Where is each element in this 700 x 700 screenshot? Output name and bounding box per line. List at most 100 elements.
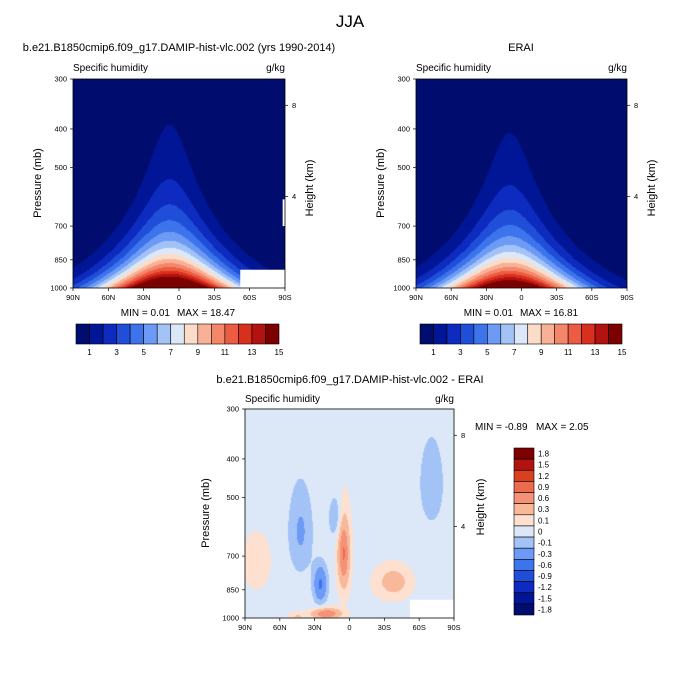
colorbar-box xyxy=(211,323,226,345)
colorbar-label: 0 xyxy=(538,528,543,537)
panel-model-missing xyxy=(240,199,285,288)
height-tick-label: 8 xyxy=(634,101,638,110)
pressure-tick-label: 400 xyxy=(54,124,67,133)
colorbar-box xyxy=(513,492,535,504)
colorbar-box xyxy=(265,323,280,345)
colorbar-box xyxy=(487,323,502,345)
colorbar-box xyxy=(513,323,529,345)
colorbar-box xyxy=(608,323,623,345)
pressure-tick-label: 500 xyxy=(226,493,239,502)
pressure-tick-label: 300 xyxy=(397,75,410,84)
pressure-tick-label: 300 xyxy=(226,405,239,414)
colorbar-box xyxy=(554,323,569,345)
colorbar-box xyxy=(513,503,535,516)
panel-diff-units: g/kg xyxy=(435,394,454,405)
lat-tick-label: 90N xyxy=(66,293,80,302)
colorbar-box xyxy=(129,323,144,345)
colorbar-label: 15 xyxy=(618,348,627,357)
colorbar-label: 9 xyxy=(539,348,544,357)
colorbar-box xyxy=(170,323,185,345)
colorbar-label: 7 xyxy=(512,348,517,357)
panel-obs-colorbar: 1 3 5 7 9 11 13 15 xyxy=(419,323,627,357)
panel-diff-variable: Specific humidity xyxy=(245,394,320,405)
pressure-tick-label: 700 xyxy=(226,552,239,561)
pressure-tick-label: 850 xyxy=(54,255,67,264)
colorbar-box xyxy=(89,323,104,345)
colorbar-box xyxy=(513,603,535,616)
colorbar-box xyxy=(183,323,199,345)
colorbar-box xyxy=(197,323,212,345)
height-tick-label: 4 xyxy=(461,522,465,531)
colorbar-box xyxy=(102,323,117,345)
panel-model-units: g/kg xyxy=(266,63,285,74)
panel-obs-title: ERAI xyxy=(508,42,534,54)
panel-diff-field xyxy=(245,409,454,618)
colorbar-box xyxy=(156,323,172,345)
panel-diff-missing xyxy=(409,599,454,618)
colorbar-label: 5 xyxy=(141,348,146,357)
pressure-tick-label: 400 xyxy=(226,454,239,463)
lat-tick-label: 30S xyxy=(378,623,391,632)
height-tick-label: 8 xyxy=(292,101,296,110)
lat-tick-label: 60N xyxy=(273,623,287,632)
pressure-tick-label: 1000 xyxy=(50,284,67,293)
panel-diff-height-ticks: 84 xyxy=(454,431,465,531)
lat-tick-label: 0 xyxy=(519,293,523,302)
pressure-tick-label: 300 xyxy=(54,75,67,84)
lat-tick-label: 60S xyxy=(243,293,256,302)
panel-model-title: b.e21.B1850cmip6.f09_g17.DAMIP-hist-vlc.… xyxy=(23,42,335,54)
colorbar-box xyxy=(116,323,131,345)
colorbar-box xyxy=(513,581,535,594)
colorbar-label: 3 xyxy=(458,348,463,357)
colorbar-label: 13 xyxy=(591,348,600,357)
panel-diff-min: MIN = -0.89 xyxy=(475,422,528,433)
panel-obs-pressure-ticks: 300 400 500 700 850 1000 xyxy=(393,75,416,293)
colorbar-label: 11 xyxy=(221,348,230,357)
lat-tick-label: 30N xyxy=(479,293,493,302)
colorbar-box xyxy=(419,323,434,345)
panel-model-max: MAX = 18.47 xyxy=(177,308,236,319)
lat-tick-label: 90S xyxy=(447,623,460,632)
colorbar-box xyxy=(540,323,555,345)
colorbar-label: -0.6 xyxy=(538,561,552,570)
colorbar-label: 1.5 xyxy=(538,461,550,470)
colorbar-box xyxy=(75,323,90,345)
lat-tick-label: 0 xyxy=(347,623,351,632)
panel-obs-height-ticks: 84 xyxy=(627,101,638,201)
lat-tick-label: 60N xyxy=(444,293,458,302)
panel-model-lat-ticks: 90N 60N 30N 0 30S 60S 90S xyxy=(66,288,292,302)
panel-obs-min: MIN = 0.01 xyxy=(464,308,514,319)
panel-diff-ylabel: Pressure (mb) xyxy=(200,478,212,548)
colorbar-box xyxy=(594,323,609,345)
colorbar-box xyxy=(581,323,596,345)
colorbar-box xyxy=(513,514,535,527)
colorbar-label: 13 xyxy=(247,348,256,357)
figure-title: JJA xyxy=(336,12,365,31)
panel-model-y2label: Height (km) xyxy=(304,160,316,217)
colorbar-label: 0.3 xyxy=(538,505,550,514)
colorbar-label: -0.9 xyxy=(538,572,552,581)
panel-diff-pressure-ticks: 300 400 500 700 850 1000 xyxy=(222,405,245,623)
panel-obs-ylabel: Pressure (mb) xyxy=(375,148,387,218)
colorbar-box xyxy=(567,323,582,345)
colorbar-label: -1.2 xyxy=(538,583,552,592)
colorbar-box xyxy=(513,458,535,471)
missing-region xyxy=(240,269,285,288)
panel-model: b.e21.B1850cmip6.f09_g17.DAMIP-hist-vlc.… xyxy=(23,42,335,357)
pressure-tick-label: 400 xyxy=(397,124,410,133)
pressure-tick-label: 500 xyxy=(397,163,410,172)
colorbar-label: 0.1 xyxy=(538,516,550,525)
colorbar-label: 1.8 xyxy=(538,450,550,459)
panel-diff-lat-ticks: 90N 60N 30N 0 30S 60S 90S xyxy=(238,618,461,632)
colorbar-box xyxy=(513,547,535,560)
panel-model-height-ticks: 84 xyxy=(285,101,296,201)
colorbar-box xyxy=(143,323,158,345)
lat-tick-label: 60S xyxy=(585,293,598,302)
lat-tick-label: 30N xyxy=(308,623,322,632)
colorbar-box xyxy=(460,323,475,345)
missing-region xyxy=(282,199,285,227)
colorbar-label: 0.6 xyxy=(538,494,550,503)
colorbar-box xyxy=(513,469,535,482)
colorbar-box xyxy=(513,536,535,549)
pressure-tick-label: 850 xyxy=(226,585,239,594)
